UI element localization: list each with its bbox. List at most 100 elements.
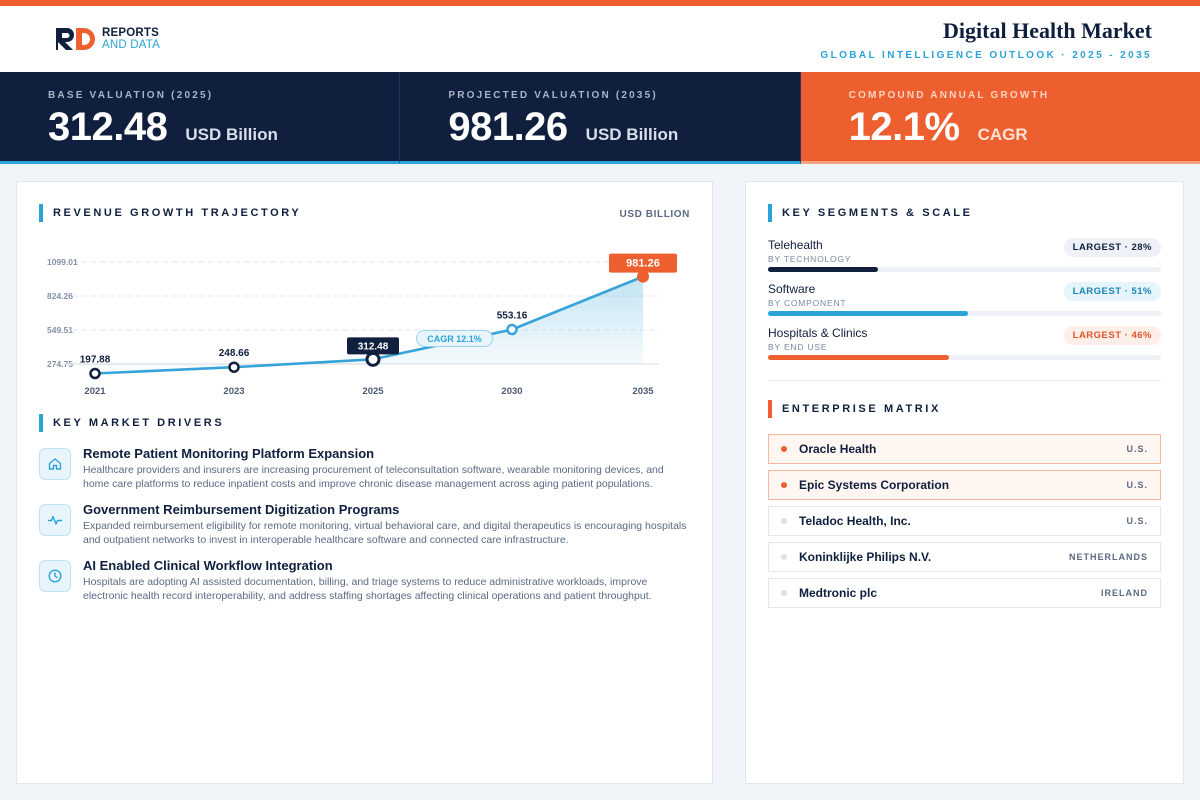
page-title: Digital Health Market: [943, 17, 1152, 43]
segment-item: Telehealth BY TECHNOLOGY LARGEST · 28%: [768, 238, 1161, 282]
stat-unit: USD Billion: [185, 125, 278, 144]
y-tick-label: 1099.01: [47, 257, 78, 267]
driver-title: Government Reimbursement Digitization Pr…: [83, 502, 400, 517]
stat-value: 981.26: [448, 105, 568, 149]
segments-section-header: KEY SEGMENTS & SCALE: [768, 204, 973, 222]
logo-line-1: REPORTS: [102, 27, 159, 39]
company-row[interactable]: Medtronic plc IRELAND: [768, 578, 1161, 608]
page-subtitle: GLOBAL INTELLIGENCE OUTLOOK · 2025 - 203…: [820, 49, 1152, 61]
value-label-box: [609, 253, 677, 273]
driver-title: Remote Patient Monitoring Platform Expan…: [83, 446, 375, 461]
segment-name: Telehealth: [768, 238, 823, 252]
value-label: 248.66: [219, 348, 250, 359]
driver-description: Hospitals are adopting AI assisted docum…: [83, 576, 652, 602]
segment-bar-track: [768, 355, 1161, 360]
driver-item: AI Enabled Clinical Workflow Integration…: [39, 558, 691, 603]
x-tick-label: 2023: [223, 386, 244, 397]
segment-name: Hospitals & Clinics: [768, 326, 868, 340]
segment-bar-track: [768, 267, 1161, 272]
drivers-list: Remote Patient Monitoring Platform Expan…: [39, 446, 691, 614]
section-divider: [768, 380, 1161, 381]
drivers-section-header: KEY MARKET DRIVERS: [39, 414, 224, 432]
stat-unit: USD Billion: [585, 125, 679, 144]
driver-item: Government Reimbursement Digitization Pr…: [39, 502, 691, 547]
clock-icon: [39, 560, 71, 592]
x-tick-label: 2021: [84, 386, 106, 397]
company-country: U.S.: [1126, 516, 1148, 526]
segment-name: Software: [768, 282, 816, 296]
y-tick-label: 549.51: [47, 325, 73, 335]
segment-badge: LARGEST · 51%: [1063, 282, 1161, 301]
company-name: Koninklijke Philips N.V.: [799, 550, 932, 564]
stat-value: 312.48: [48, 105, 168, 149]
cagr-annotation: CAGR 12.1%: [427, 334, 482, 344]
section-accent-bar: [768, 400, 772, 418]
segment-bar-track: [768, 311, 1161, 316]
company-country: U.S.: [1126, 480, 1148, 490]
stat-label: PROJECTED VALUATION (2035): [448, 90, 658, 101]
segments-list: Telehealth BY TECHNOLOGY LARGEST · 28% S…: [768, 238, 1161, 370]
company-name: Epic Systems Corporation: [799, 478, 950, 492]
status-dot: [781, 590, 787, 596]
status-dot: [781, 518, 787, 524]
company-row[interactable]: Epic Systems Corporation U.S.: [768, 470, 1161, 500]
cagr-annotation-pill: [416, 329, 493, 347]
logo-line-2: AND DATA: [102, 39, 161, 51]
driver-description: Expanded reimbursement eligibility for r…: [83, 520, 687, 546]
top-accent-bar: [0, 0, 1200, 6]
stat-projected-valuation: PROJECTED VALUATION (2035) 981.26 USD Bi…: [400, 72, 801, 164]
company-row[interactable]: Oracle Health U.S.: [768, 434, 1161, 464]
right-panel: KEY SEGMENTS & SCALE Telehealth BY TECHN…: [745, 181, 1184, 784]
company-name: Medtronic plc: [799, 586, 878, 600]
matrix-section-header: ENTERPRISE MATRIX: [768, 400, 941, 418]
data-point: [637, 270, 649, 283]
stats-bar: BASE VALUATION (2025) 312.48 USD Billion…: [0, 72, 1200, 164]
value-label: 197.88: [80, 355, 111, 366]
page-header: REPORTS AND DATA Digital Health Market G…: [0, 6, 1200, 72]
driver-item: Remote Patient Monitoring Platform Expan…: [39, 446, 691, 491]
driver-description: Healthcare providers and insurers are in…: [83, 464, 664, 490]
y-tick-label: 824.26: [47, 291, 73, 301]
segment-category: BY END USE: [768, 342, 828, 352]
revenue-section-header: REVENUE GROWTH TRAJECTORY: [39, 204, 301, 222]
y-tick-label: 274.75: [47, 359, 73, 369]
stat-value: 12.1%: [848, 105, 960, 149]
logo-mark-icon: [56, 28, 95, 50]
value-label-box: [347, 337, 399, 355]
segment-item: Software BY COMPONENT LARGEST · 51%: [768, 282, 1161, 326]
segment-badge: LARGEST · 46%: [1063, 326, 1161, 345]
section-accent-bar: [39, 204, 43, 222]
segment-category: BY COMPONENT: [768, 298, 847, 308]
matrix-section-title: ENTERPRISE MATRIX: [782, 403, 941, 415]
x-tick-label: 2025: [362, 386, 384, 397]
company-row[interactable]: Koninklijke Philips N.V. NETHERLANDS: [768, 542, 1161, 572]
segments-section-title: KEY SEGMENTS & SCALE: [782, 207, 973, 219]
x-tick-label: 2030: [501, 386, 522, 397]
stat-label: BASE VALUATION (2025): [48, 90, 214, 101]
company-country: NETHERLANDS: [1068, 552, 1148, 562]
stat-unit: CAGR: [977, 125, 1028, 144]
pulse-icon: [39, 504, 71, 536]
left-panel: REVENUE GROWTH TRAJECTORY USD BILLION 10…: [16, 181, 713, 784]
segment-category: BY TECHNOLOGY: [768, 254, 852, 264]
x-tick-label: 2035: [632, 386, 654, 397]
data-point: [89, 367, 101, 380]
value-label: 553.16: [497, 311, 528, 322]
status-dot: [781, 554, 787, 560]
data-point: [365, 351, 381, 367]
stat-base-valuation: BASE VALUATION (2025) 312.48 USD Billion: [0, 72, 401, 164]
data-point: [506, 323, 518, 336]
stat-label: COMPOUND ANNUAL GROWTH: [848, 90, 1050, 101]
company-name: Teladoc Health, Inc.: [799, 514, 911, 528]
status-dot: [781, 446, 787, 452]
status-dot: [781, 482, 787, 488]
data-point: [228, 361, 240, 373]
area-fill: [95, 276, 643, 374]
revenue-unit-label: USD BILLION: [619, 209, 690, 220]
value-label: 312.48: [358, 341, 389, 352]
stat-cagr: COMPOUND ANNUAL GROWTH 12.1% CAGR: [800, 72, 1200, 164]
segment-item: Hospitals & Clinics BY END USE LARGEST ·…: [768, 326, 1161, 370]
brand-logo[interactable]: REPORTS AND DATA: [54, 26, 160, 52]
company-name: Oracle Health: [799, 442, 877, 456]
company-row[interactable]: Teladoc Health, Inc. U.S.: [768, 506, 1161, 536]
